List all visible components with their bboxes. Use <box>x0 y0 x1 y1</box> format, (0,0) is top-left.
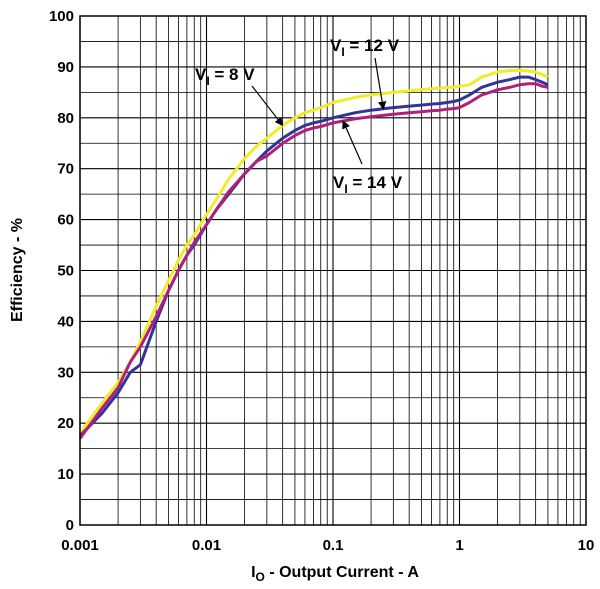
annotation-label-main: V <box>333 173 345 192</box>
y-tick-label: 40 <box>57 313 74 330</box>
y-tick-label: 30 <box>57 364 74 381</box>
annotation-arrow <box>374 57 387 110</box>
y-tick-label: 70 <box>57 161 74 178</box>
x-tick-label: 0.001 <box>61 537 99 554</box>
x-tick-label: 10 <box>578 537 595 554</box>
y-tick-label: 10 <box>57 466 74 483</box>
annotation-label: VI = 14 V <box>333 173 403 196</box>
series-lines <box>78 69 549 440</box>
y-tick-label: 80 <box>57 110 74 127</box>
x-axis-title: IO - Output Current - A <box>251 564 419 584</box>
annotation-label-rest: = 14 V <box>348 173 403 192</box>
annotation-label-main: V <box>195 65 207 84</box>
y-tick-label: 100 <box>49 8 74 25</box>
y-tick-label: 50 <box>57 263 74 280</box>
x-axis-title-sub: O <box>256 570 265 584</box>
y-tick-label: 20 <box>57 415 74 432</box>
plot-frame <box>79 15 587 526</box>
y-tick-label: 60 <box>57 212 74 229</box>
annotation-label-rest: = 12 V <box>345 36 400 55</box>
y-tick-label: 90 <box>57 59 74 76</box>
annotation-label-sub: I <box>341 45 344 59</box>
annotation-label-main: V <box>330 36 342 55</box>
y-tick-labels: 0 10 20 30 40 50 60 70 80 90 100 <box>49 8 74 534</box>
annotations: VI = 8 VVI = 12 VVI = 14 V <box>195 36 403 196</box>
x-axis-title-main: I <box>251 564 255 581</box>
x-axis-title-rest: - Output Current - A <box>265 564 419 581</box>
y-tick-label: 0 <box>66 517 74 534</box>
grid <box>79 15 586 526</box>
series-line-1 <box>78 69 549 435</box>
annotation-arrow <box>251 85 284 127</box>
annotation-label-rest: = 8 V <box>210 65 256 84</box>
annotation-label-sub: I <box>206 74 209 88</box>
x-tick-labels: 0.001 0.01 0.1 1 10 <box>61 537 594 554</box>
series-line-2 <box>78 75 549 437</box>
x-tick-label: 0.01 <box>192 537 221 554</box>
annotation-label: VI = 12 V <box>330 36 400 59</box>
y-axis-title: Efficiency - % <box>9 218 26 322</box>
series-line-3 <box>78 82 549 440</box>
annotation-label: VI = 8 V <box>195 65 255 88</box>
annotation-arrow <box>342 120 363 165</box>
x-tick-label: 1 <box>455 537 463 554</box>
annotation-label-sub: I <box>344 182 347 196</box>
x-tick-label: 0.1 <box>323 537 344 554</box>
